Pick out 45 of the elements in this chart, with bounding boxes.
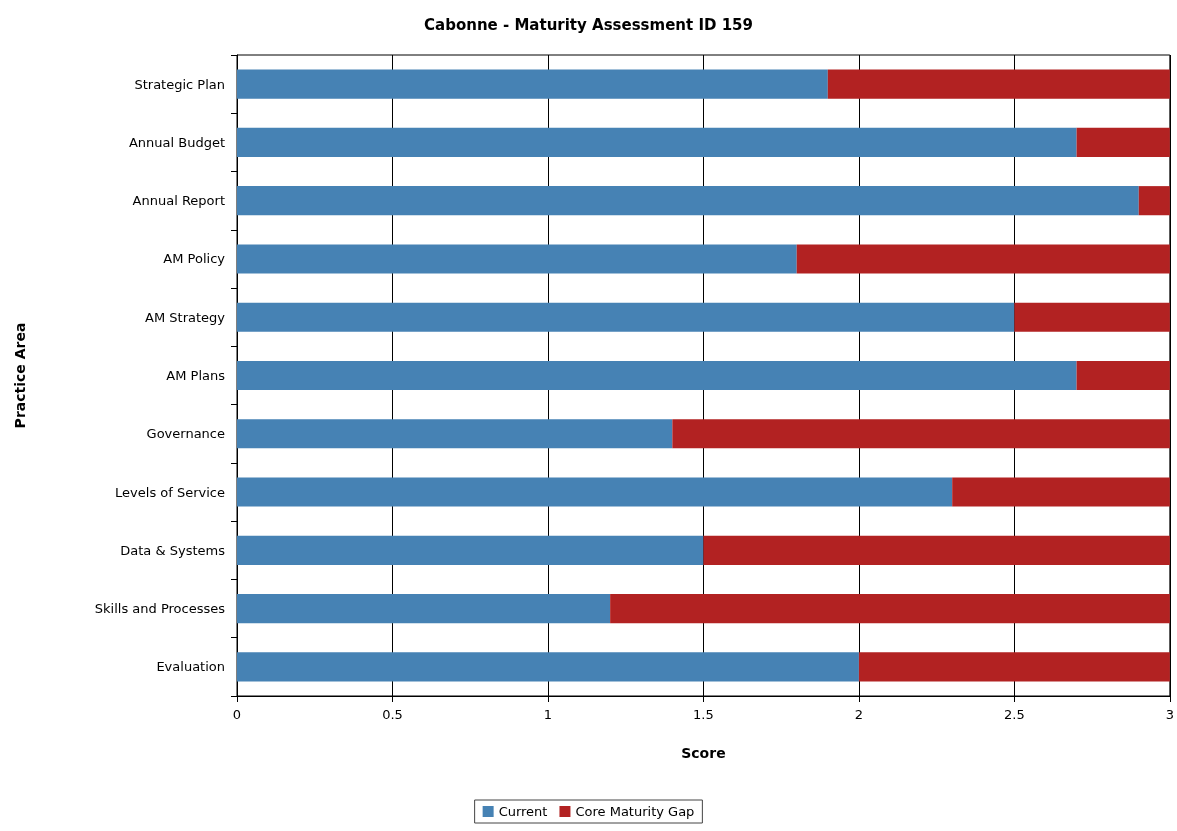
y-tick-label: Governance [146,426,225,442]
bar [703,535,1170,565]
y-tick-label: AM Strategy [145,309,226,325]
legend-label: Core Maturity Gap [575,804,695,819]
y-tick-label: Data & Systems [120,542,226,558]
x-tick-label: 2 [854,707,864,722]
bar [1076,360,1170,391]
x-tick-label: 0 [232,707,242,722]
bar [237,535,704,565]
x-tick-label: 2.5 [1004,707,1025,722]
bar [237,186,1139,216]
x-tick-label: 0.5 [382,707,403,722]
bar [237,594,611,624]
bar [952,477,1170,507]
bar [237,69,828,99]
bar [237,477,953,507]
bar [237,302,1015,332]
y-tick-label: Annual Report [132,193,225,209]
bar [237,244,797,274]
bar [672,419,1170,449]
bar [1014,302,1170,332]
y-tick-label: AM Policy [163,251,226,267]
y-tick-label: Skills and Processes [94,601,226,617]
bar [1076,127,1170,157]
y-axis-title: Practice Area [12,322,28,429]
legend-label: Current [498,804,548,819]
bar [1138,186,1170,216]
chart-title: Cabonne - Maturity Assessment ID 159 [424,15,753,34]
y-tick-label: Annual Budget [128,134,225,150]
bar [827,69,1170,99]
bar [237,419,673,449]
x-tick-label: 1 [543,707,553,722]
bar [237,127,1077,157]
bar [237,652,859,682]
y-tick-label: Evaluation [156,659,225,675]
y-tick-label: Strategic Plan [134,76,225,92]
y-tick-label: Levels of Service [115,484,225,500]
x-tick-label: 3 [1165,707,1175,722]
x-tick-label: 1.5 [693,707,714,722]
bar [237,360,1077,391]
bar [610,594,1170,624]
bar [796,244,1170,274]
bar [858,652,1170,682]
y-tick-label: AM Plans [166,368,226,383]
x-axis-title: Score [681,745,726,761]
